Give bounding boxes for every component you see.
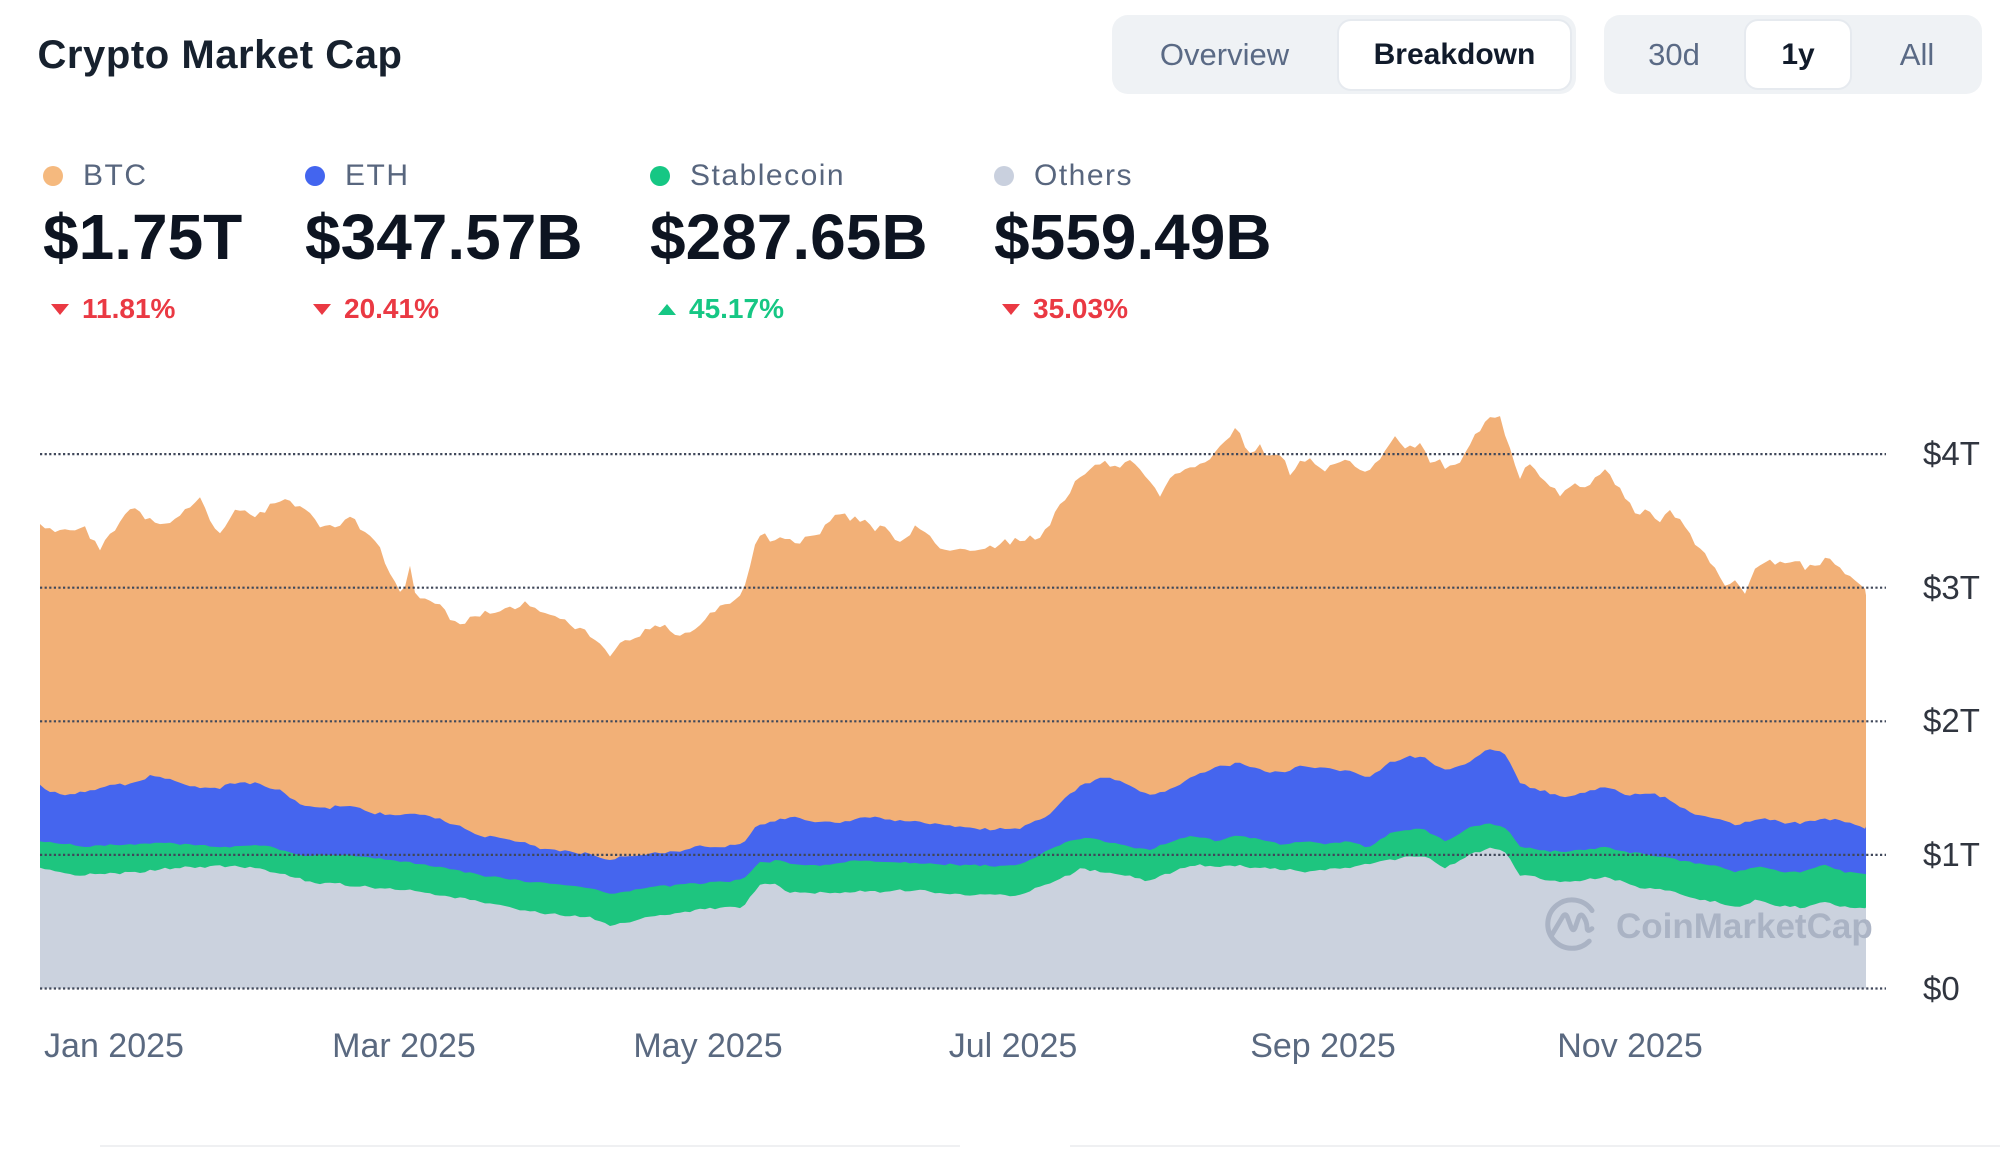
svg-text:CoinMarketCap: CoinMarketCap — [1616, 907, 1873, 946]
